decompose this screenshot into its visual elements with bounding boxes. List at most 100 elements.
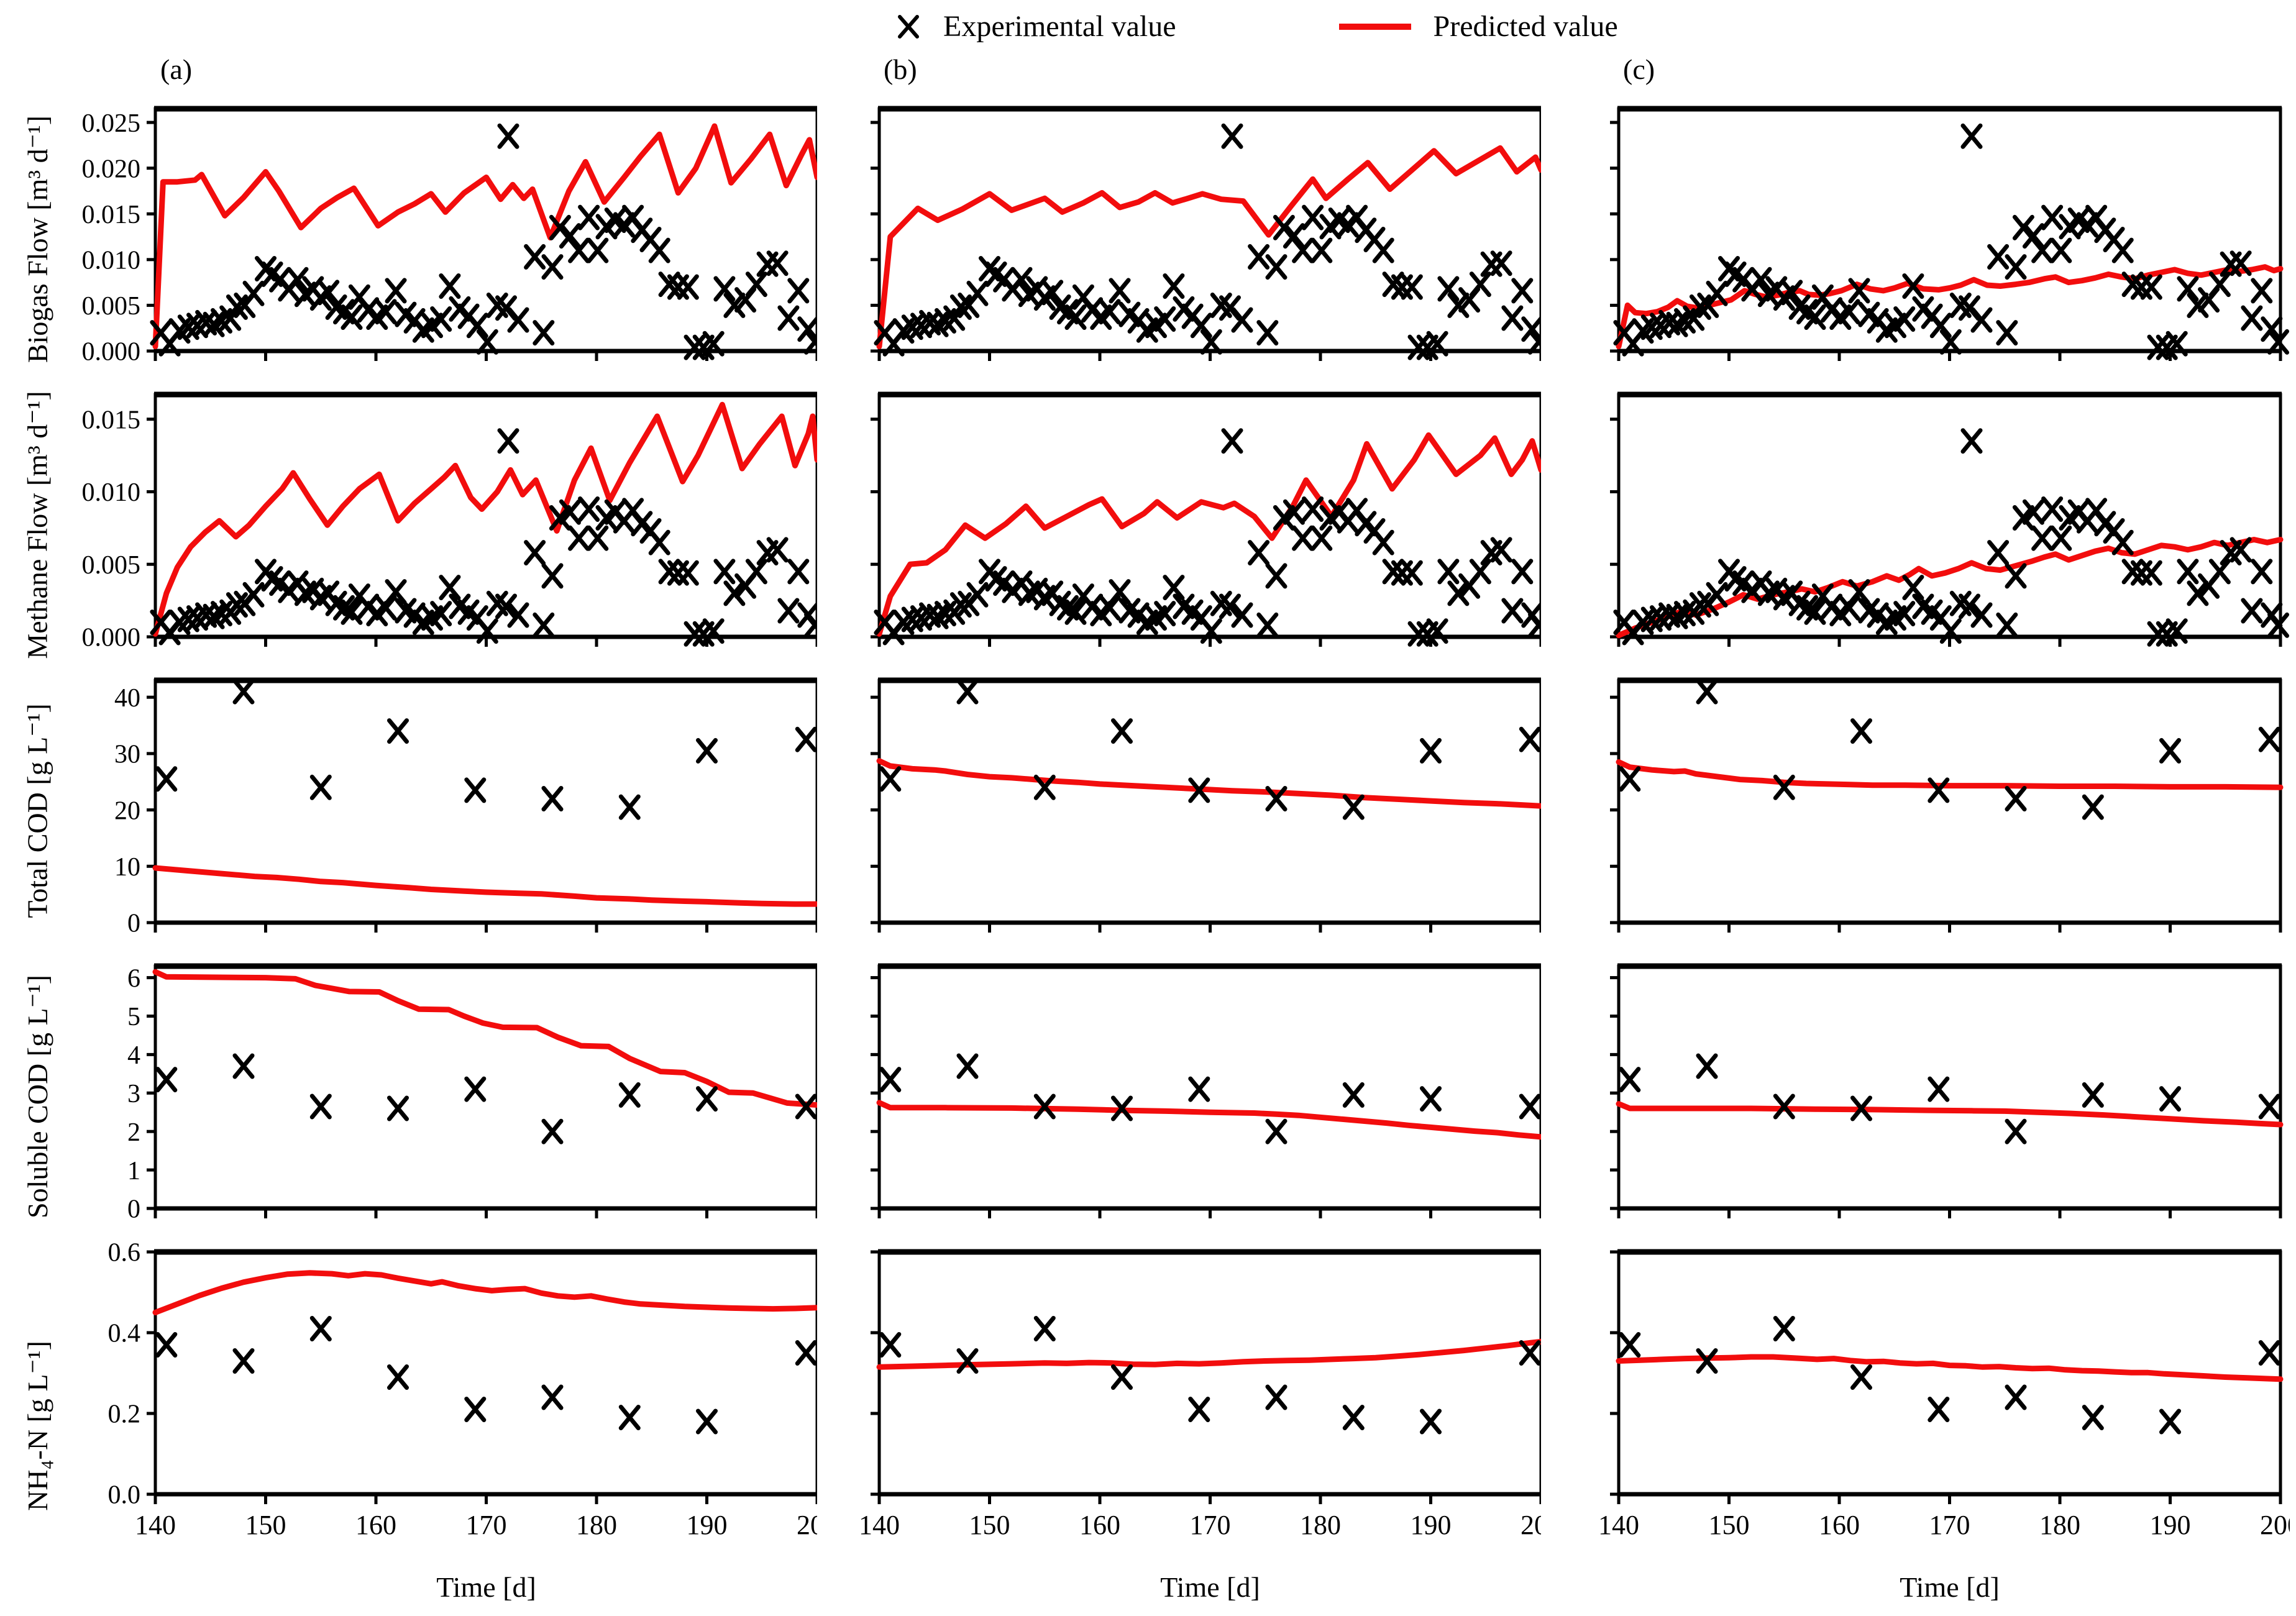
x-tick-label: 190: [687, 1510, 728, 1540]
y-axis-label-biogas: Biogas Flow [m³ d⁻¹]: [22, 115, 53, 363]
experimental-marker-icon: [898, 14, 919, 39]
panel-letters: (a) (b) (c): [0, 53, 2296, 96]
x-tick-label: 200: [1521, 1510, 1541, 1540]
y-tick-label: 0.4: [108, 1320, 141, 1348]
predicted-line: [152, 1270, 817, 1315]
predicted-line: [876, 1338, 1541, 1370]
panel-biogas-a: 0.000 0.005 0.010 0.015 0.020 0.025: [75, 96, 817, 382]
experimental-markers: [150, 428, 817, 647]
panel-letter-a: (a): [160, 53, 193, 85]
panel-soluble-cod-c: [1541, 954, 2290, 1239]
experimental-markers: [155, 678, 817, 820]
x-tick-label: 150: [1709, 1510, 1750, 1540]
experimental-markers: [155, 1053, 817, 1144]
y-axis-label-methane: Methane Flow [m³ d⁻¹]: [22, 391, 54, 659]
panel-total-cod-c: [1541, 668, 2290, 954]
chart-svg: 140 150 160 170 180 190 200 Time [d]: [859, 1249, 1541, 1603]
chart-svg: 0.000 0.005 0.010 0.015 0.020 0.025: [82, 106, 817, 367]
predicted-line: [876, 432, 1541, 637]
chart-svg: 0 10 20 30 40: [114, 677, 817, 938]
predicted-line: [876, 1100, 1541, 1140]
x-tick-label: 180: [576, 1510, 617, 1540]
x-tick-label: 200: [797, 1510, 817, 1540]
y-tick-label: 0.000: [82, 624, 141, 652]
y-axis-label-nh4n: NH₄-N [g L⁻¹]: [22, 1341, 54, 1511]
x-tick-label: 150: [245, 1510, 286, 1540]
x-tick-label: 190: [2150, 1510, 2191, 1540]
experimental-markers: [1613, 428, 2289, 647]
predicted-line: [1616, 537, 2284, 639]
experimental-markers: [1619, 1316, 2280, 1435]
predicted-line: [152, 123, 817, 350]
chart-svg: [871, 677, 1541, 933]
experimental-markers: [874, 123, 1541, 360]
chart-svg: [1610, 677, 2284, 933]
x-tick-label: 170: [1929, 1510, 1970, 1540]
predicted-line: [876, 758, 1541, 809]
experimental-markers: [150, 123, 817, 360]
panel-letter-c: (c): [1623, 53, 1655, 85]
chart-svg: [871, 391, 1541, 647]
panel-total-cod-a: 0 10 20 30 40: [75, 668, 817, 954]
y-tick-label: 5: [127, 1003, 140, 1031]
experimental-markers: [874, 428, 1541, 647]
legend-label-predicted: Predicted value: [1433, 10, 1618, 43]
legend-item-experimental: Experimental value: [895, 9, 1176, 43]
x-tick-label: 170: [466, 1510, 507, 1540]
y-tick-label: 30: [114, 741, 140, 769]
x-tick-label: 150: [969, 1510, 1010, 1540]
predicted-line: [876, 145, 1541, 350]
legend: Experimental value Predicted value: [0, 0, 2296, 53]
y-tick-label: 0.005: [82, 292, 141, 321]
panel-letter-b: (b): [884, 53, 917, 85]
experimental-markers: [1619, 678, 2280, 820]
x-tick-label: 180: [1300, 1510, 1341, 1540]
panel-total-cod-b: [817, 668, 1541, 954]
y-tick-label: 0.015: [82, 406, 141, 434]
panel-biogas-c: [1541, 96, 2290, 382]
y-tick-label: 0.010: [82, 478, 141, 507]
legend-label-experimental: Experimental value: [943, 10, 1176, 43]
x-tick-label: 160: [355, 1510, 396, 1540]
panel-nh4n-c: 140 150 160 170 180 190 200 Time [d]: [1541, 1239, 2290, 1612]
x-axis-title: Time [d]: [1160, 1571, 1260, 1603]
y-tick-label: 0.010: [82, 247, 141, 275]
chart-row-total-cod: Total COD [g L⁻¹] 0 10 20 30 40: [0, 668, 2296, 954]
y-tick-label: 0.020: [82, 155, 141, 183]
x-tick-label: 160: [1079, 1510, 1120, 1540]
y-tick-label: 0.015: [82, 201, 141, 229]
experimental-markers: [879, 1053, 1541, 1144]
predicted-line: [152, 969, 817, 1108]
experimental-markers: [879, 678, 1541, 820]
x-tick-label: 180: [2039, 1510, 2080, 1540]
y-tick-label: 0.0: [108, 1481, 141, 1510]
predicted-line-icon: [1338, 23, 1411, 30]
panel-nh4n-a: 0.0 0.2 0.4 0.6 140 150 160 170 180 190 200 Time [d…: [75, 1239, 817, 1612]
chart-svg: 140 150 160 170 180 190 200 Time [d]: [1598, 1249, 2290, 1603]
x-tick-label: 190: [1411, 1510, 1452, 1540]
y-tick-label: 4: [127, 1041, 140, 1070]
y-axis-label-soluble-cod: Soluble COD [g L⁻¹]: [22, 975, 53, 1218]
panel-nh4n-b: 140 150 160 170 180 190 200 Time [d]: [817, 1239, 1541, 1612]
x-tick-label: 160: [1819, 1510, 1860, 1540]
panel-methane-b: [817, 382, 1541, 668]
chart-svg: [1610, 963, 2284, 1218]
experimental-markers: [155, 1316, 817, 1435]
y-tick-label: 1: [127, 1157, 140, 1185]
predicted-line: [152, 401, 817, 637]
x-tick-label: 200: [2260, 1510, 2290, 1540]
panel-soluble-cod-a: 0 1 2 3 4 5 6: [75, 954, 817, 1239]
x-tick-label: 170: [1190, 1510, 1231, 1540]
panel-soluble-cod-b: [817, 954, 1541, 1239]
y-tick-label: 20: [114, 797, 140, 825]
x-axis-title: Time [d]: [1900, 1571, 2000, 1603]
y-tick-label: 10: [114, 853, 140, 882]
y-tick-label: 0: [127, 910, 140, 938]
experimental-markers: [1613, 123, 2289, 360]
x-tick-label: 140: [1598, 1510, 1639, 1540]
chart-svg: [1610, 106, 2289, 361]
experimental-markers: [879, 1316, 1541, 1435]
y-tick-label: 0.2: [108, 1400, 141, 1429]
chart-row-methane: Methane Flow [m³ d⁻¹] 0.000 0.005 0.010 0.0…: [0, 382, 2296, 668]
